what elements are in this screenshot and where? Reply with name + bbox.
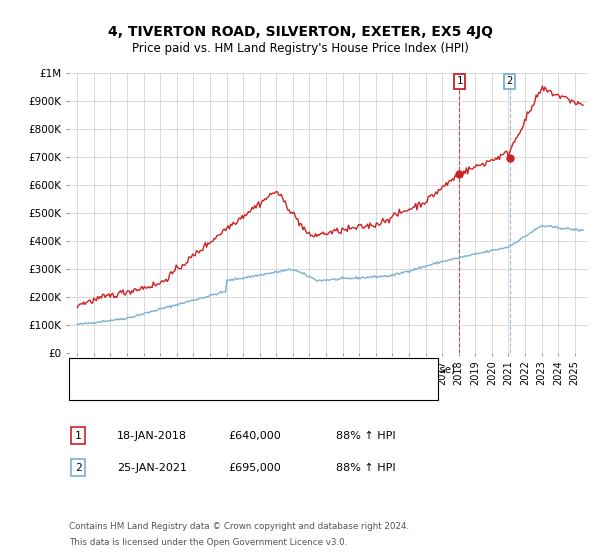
Text: This data is licensed under the Open Government Licence v3.0.: This data is licensed under the Open Gov…: [69, 538, 347, 547]
Text: 1: 1: [457, 76, 463, 86]
Text: 1: 1: [74, 431, 82, 441]
Text: 18-JAN-2018: 18-JAN-2018: [117, 431, 187, 441]
Text: 25-JAN-2021: 25-JAN-2021: [117, 463, 187, 473]
Text: 4, TIVERTON ROAD, SILVERTON, EXETER, EX5 4JQ: 4, TIVERTON ROAD, SILVERTON, EXETER, EX5…: [107, 25, 493, 39]
Text: £640,000: £640,000: [228, 431, 281, 441]
Text: 88% ↑ HPI: 88% ↑ HPI: [336, 463, 395, 473]
Text: 88% ↑ HPI: 88% ↑ HPI: [336, 431, 395, 441]
Text: 2: 2: [74, 463, 82, 473]
Text: 4, TIVERTON ROAD, SILVERTON, EXETER, EX5 4JQ (detached house): 4, TIVERTON ROAD, SILVERTON, EXETER, EX5…: [119, 365, 455, 375]
Text: 2: 2: [506, 76, 512, 86]
Text: Contains HM Land Registry data © Crown copyright and database right 2024.: Contains HM Land Registry data © Crown c…: [69, 522, 409, 531]
Text: HPI: Average price, detached house, Mid Devon: HPI: Average price, detached house, Mid …: [119, 384, 356, 394]
Text: Price paid vs. HM Land Registry's House Price Index (HPI): Price paid vs. HM Land Registry's House …: [131, 42, 469, 55]
Text: £695,000: £695,000: [228, 463, 281, 473]
